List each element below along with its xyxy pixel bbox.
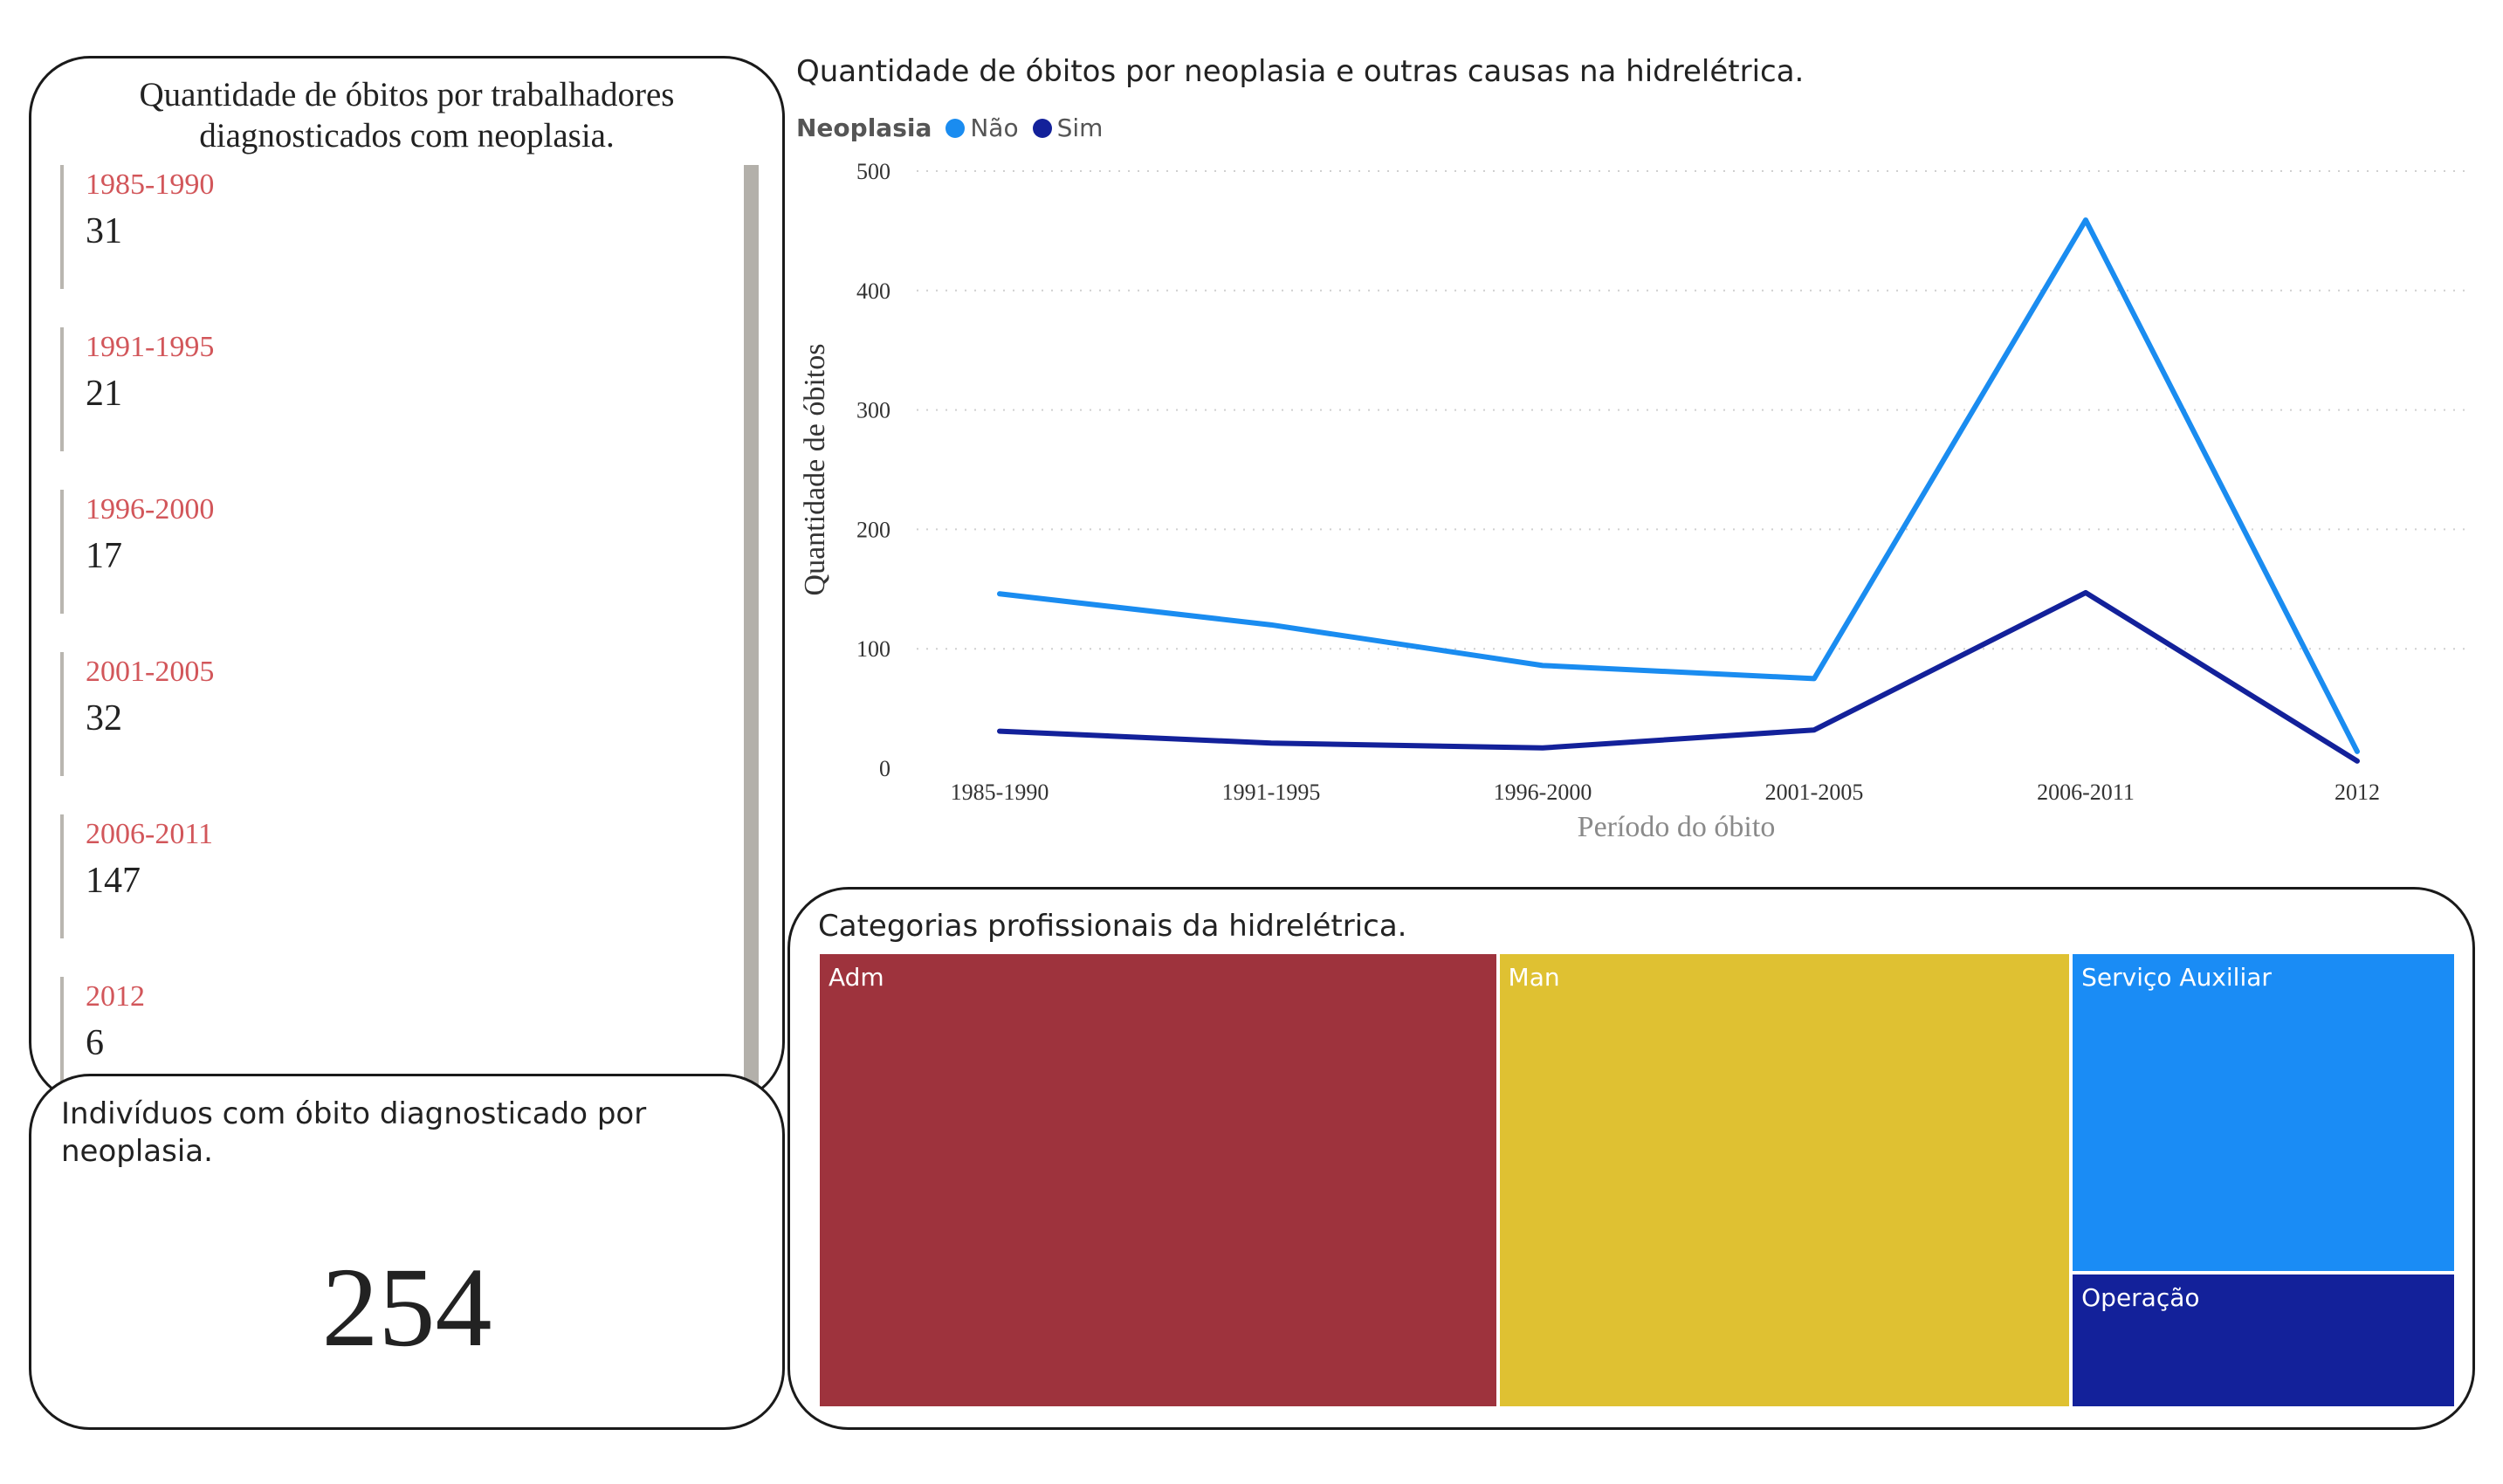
y-tick-label: 500 [856, 159, 890, 184]
x-axis-title: Período do óbito [1578, 811, 1776, 843]
list-scrollbar[interactable] [744, 165, 759, 1097]
legend-label-nao: Não [970, 113, 1019, 142]
list-item-value: 17 [86, 536, 122, 576]
period-list-card: Quantidade de óbitos por trabalhadores d… [29, 56, 785, 1103]
treemap-tile[interactable]: Man [1497, 952, 2072, 1408]
list-item[interactable]: 1985-1990 31 [60, 165, 675, 289]
x-tick-label: 1985-1990 [951, 780, 1049, 805]
legend-label-sim: Sim [1056, 113, 1104, 142]
x-tick-label: 2012 [2335, 780, 2380, 805]
y-tick-label: 200 [856, 517, 890, 542]
list-item-value: 6 [86, 1023, 104, 1063]
legend-marker-sim [1032, 118, 1052, 138]
treemap-tile-label: Operação [2081, 1282, 2200, 1312]
series-line-sim [997, 589, 2360, 764]
x-tick-label: 2006-2011 [2037, 780, 2135, 805]
list-item-value: 32 [86, 698, 122, 739]
y-tick-label: 0 [879, 756, 890, 781]
treemap-card: Categorias profissionais da hidrelétrica… [787, 887, 2475, 1430]
list-item[interactable]: 2006-2011 147 [60, 814, 675, 938]
list-item-value: 147 [86, 861, 141, 901]
legend-entry-nao[interactable]: Não [946, 113, 1019, 142]
list-item-period: 1996-2000 [86, 493, 215, 526]
y-tick-label: 100 [856, 636, 890, 662]
list-item-period: 2001-2005 [86, 656, 215, 688]
kpi-value: 254 [321, 1245, 492, 1371]
list-item[interactable]: 1996-2000 17 [60, 490, 675, 614]
treemap-tile[interactable]: Adm [818, 952, 1498, 1408]
list-item[interactable]: 1991-1995 21 [60, 327, 675, 451]
list-item-period: 2012 [86, 980, 145, 1013]
x-tick-label: 1991-1995 [1222, 780, 1321, 805]
series-line-nao [997, 217, 2360, 754]
line-chart-legend: Neoplasia Não Sim [796, 113, 1117, 142]
period-list-title: Quantidade de óbitos por trabalhadores d… [139, 76, 675, 155]
list-item-value: 31 [86, 211, 122, 251]
legend-entry-sim[interactable]: Sim [1032, 113, 1104, 142]
line-chart: 0 100 200 300 400 500 1985-1990 1991-1995 1996-2… [799, 159, 2471, 843]
line-chart-title: Quantidade de óbitos por neoplasia e out… [796, 54, 1805, 89]
list-item-period: 1985-1990 [86, 168, 215, 201]
list-item[interactable]: 2001-2005 32 [60, 652, 675, 776]
treemap-tile[interactable]: Serviço Auxiliar [2071, 952, 2456, 1273]
list-item-value: 21 [86, 374, 122, 414]
treemap-tile-label: Man [1508, 963, 1560, 992]
legend-title: Neoplasia [796, 113, 932, 142]
list-item[interactable]: 2012 6 [60, 977, 675, 1101]
list-item-period: 1991-1995 [86, 331, 215, 363]
y-tick-label: 300 [856, 398, 890, 423]
treemap-title: Categorias profissionais da hidrelétrica… [818, 909, 1407, 944]
kpi-card: Indivíduos com óbito diagnosticado por n… [29, 1074, 785, 1430]
x-tick-label: 1996-2000 [1494, 780, 1592, 805]
y-tick-label: 400 [856, 278, 890, 304]
list-item-period: 2006-2011 [86, 818, 214, 850]
kpi-title: Indivíduos com óbito diagnosticado por n… [61, 1096, 647, 1169]
treemap-tile-label: Adm [829, 963, 884, 992]
treemap-tile-label: Serviço Auxiliar [2081, 963, 2272, 992]
treemap-tile[interactable]: Operação [2071, 1272, 2456, 1408]
x-tick-label: 2001-2005 [1765, 780, 1864, 805]
y-axis-title: Quantidade de óbitos [799, 344, 831, 596]
legend-marker-nao [946, 118, 966, 138]
